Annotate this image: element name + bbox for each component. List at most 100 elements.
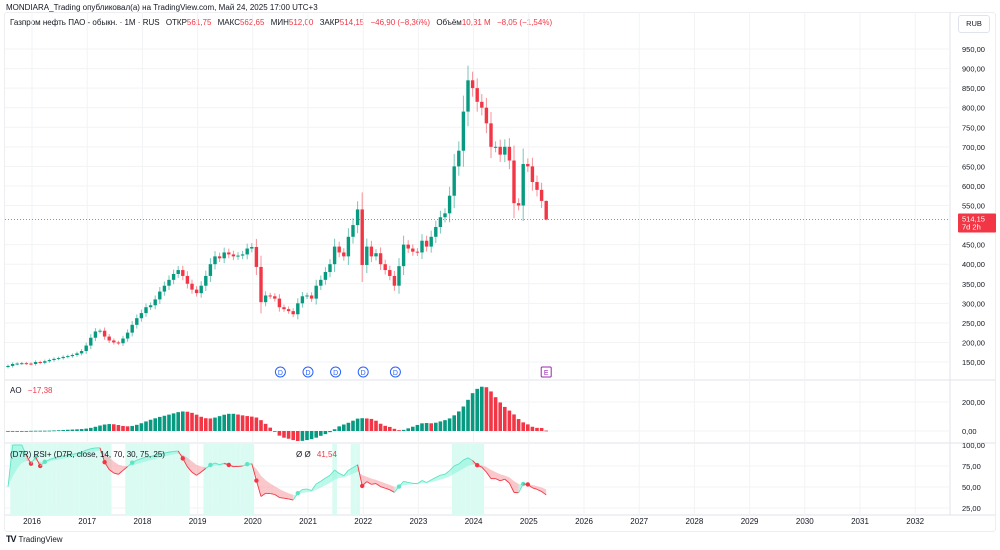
rsi-overbought-zone	[129, 444, 135, 515]
candle	[401, 235, 406, 276]
rsi-overbought-zone	[65, 444, 71, 515]
candle	[411, 244, 415, 256]
symbol-legend: Газпром нефть ПАО - обыкн. · 1M · RUS ОТ…	[10, 18, 552, 27]
ao-bar	[245, 416, 249, 431]
symbol-name[interactable]: Газпром нефть ПАО - обыкн. · 1M · RUS	[10, 18, 160, 27]
rsi-band-fill	[279, 489, 284, 499]
ao-bar	[38, 430, 42, 432]
candle	[342, 248, 346, 261]
ao-bar	[346, 422, 351, 431]
candle	[443, 208, 447, 223]
rsi-line-segment	[527, 484, 533, 489]
rsi-overbought-zone	[97, 444, 103, 515]
currency-button[interactable]: RUB	[958, 15, 990, 33]
ao-bar	[452, 415, 456, 431]
rsi-line-segment	[164, 451, 170, 454]
candle-body	[305, 295, 309, 297]
ao-axis-label: 200,00	[962, 398, 985, 407]
price-axis-label: 700,00	[962, 143, 985, 152]
close-value: 514,15	[339, 18, 365, 27]
ao-bar	[144, 421, 148, 431]
rsi-overbought-zone	[162, 444, 167, 515]
rsi-overbought-zone	[37, 444, 43, 515]
ao-bar	[475, 388, 479, 431]
candle-body	[254, 246, 259, 267]
rsi-overbought-zone	[24, 444, 29, 515]
rsi-line-segment	[315, 480, 322, 485]
rsi-line-segment	[435, 474, 441, 478]
candle-body	[29, 363, 33, 365]
candle	[323, 267, 328, 285]
rsi-label[interactable]: (D7R) RSI+ (D7R, close, 14, 70, 30, 75, …	[10, 450, 165, 459]
candle	[452, 153, 456, 209]
ao-bar	[199, 416, 203, 431]
candle	[374, 249, 378, 261]
ao-bar	[406, 428, 410, 431]
rsi-overbought-zone	[465, 444, 471, 515]
candle	[484, 97, 489, 134]
dividend-marker-label: D	[333, 370, 338, 377]
candle-body	[291, 311, 295, 315]
candle	[365, 238, 369, 274]
candle	[98, 328, 102, 334]
candle-body	[250, 246, 254, 249]
rsi-band-fill	[366, 476, 372, 485]
rsi-line-segment	[329, 469, 335, 476]
rsi-line-segment	[113, 472, 119, 475]
rsi-band-fill	[31, 457, 36, 464]
candle-body	[309, 295, 314, 299]
low-value: 512,00	[288, 18, 314, 27]
candle-body	[268, 295, 272, 297]
candle	[125, 329, 130, 342]
rsi-line-segment	[541, 491, 547, 496]
rsi-cross-dot	[102, 459, 107, 465]
candle	[47, 358, 52, 363]
candle	[337, 241, 341, 258]
rsi-extra: Ø Ø	[296, 450, 311, 459]
rsi-overbought-zone	[166, 444, 172, 515]
ao-bar	[121, 425, 125, 431]
rsi-band-fill	[458, 460, 464, 472]
tradingview-logo[interactable]: TV TradingView	[6, 534, 63, 544]
ao-value: −17,38	[27, 386, 53, 395]
rsi-line-segment	[486, 471, 492, 479]
candle	[29, 362, 33, 366]
ao-bar	[171, 413, 176, 431]
rsi-overbought-zone	[461, 444, 466, 515]
ao-bar	[323, 431, 328, 435]
rsi-line-segment	[532, 487, 538, 490]
rsi-band-fill	[104, 453, 110, 470]
candle-body	[424, 240, 429, 247]
ao-bar	[521, 422, 525, 431]
ao-bar	[250, 416, 254, 431]
candle	[521, 148, 525, 222]
ao-bar	[158, 416, 162, 431]
ao-label[interactable]: AO	[10, 386, 22, 395]
time-axis-label: 2017	[78, 517, 96, 526]
candle	[397, 258, 401, 294]
rsi-overbought-zone	[125, 444, 130, 515]
rsi-band-fill	[81, 450, 87, 456]
candle	[194, 286, 199, 297]
candle-body	[6, 365, 10, 368]
ao-bar	[447, 418, 452, 431]
candle-body	[314, 285, 318, 299]
candle	[539, 182, 544, 209]
rsi-band-fill	[537, 486, 542, 492]
rsi-line-segment	[255, 480, 262, 497]
earnings-marker-label: E	[544, 370, 549, 377]
ao-bar	[305, 431, 309, 441]
rsi-line-segment	[389, 489, 395, 493]
time-axis-label: 2024	[465, 517, 483, 526]
candle-body	[539, 189, 544, 201]
rsi-line-segment	[343, 469, 349, 476]
candle	[66, 354, 70, 359]
rsi-line-segment	[283, 497, 289, 500]
ao-bar	[33, 430, 38, 432]
ao-bar	[176, 412, 180, 431]
candle-body	[240, 254, 245, 256]
candle-body	[93, 331, 98, 338]
ao-bar	[75, 429, 79, 431]
rsi-band-fill	[514, 481, 519, 493]
